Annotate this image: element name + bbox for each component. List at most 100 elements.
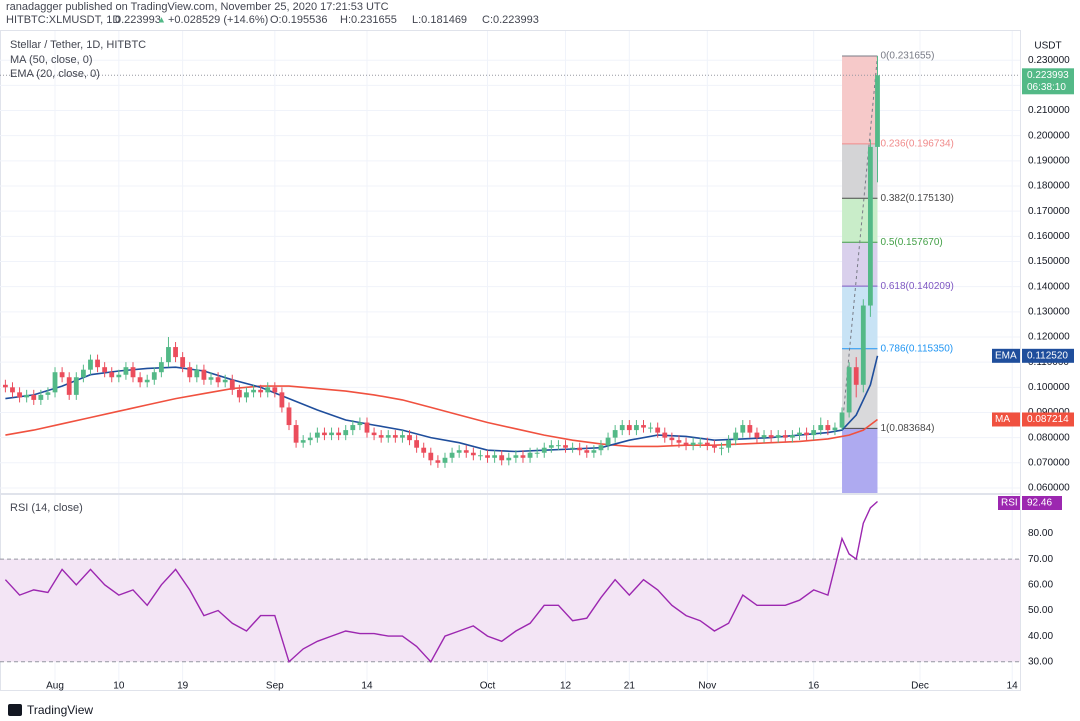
candle-body: [38, 394, 44, 400]
series-value: 0.087214: [1027, 414, 1069, 425]
candle-body: [385, 435, 391, 438]
candle-body: [364, 422, 370, 433]
candle-body: [860, 305, 866, 385]
candle-body: [151, 372, 157, 380]
candle-body: [726, 440, 731, 448]
candle-body: [24, 394, 30, 398]
candle-body: [577, 447, 583, 451]
rsi-tick-label: 80.00: [1028, 528, 1053, 539]
candle-body: [52, 372, 58, 393]
y-tick-label: 0.180000: [1028, 181, 1070, 192]
candle-body: [704, 442, 710, 446]
x-tick-label: Aug: [46, 681, 64, 692]
candle-body: [676, 440, 682, 443]
candle-body: [669, 437, 675, 441]
candle-body: [59, 372, 65, 378]
candle-body: [66, 377, 72, 395]
candle-body: [470, 452, 476, 456]
candle-body: [690, 442, 696, 446]
candle-body: [392, 435, 398, 438]
candle-body: [790, 435, 795, 438]
candle-body: [300, 440, 306, 443]
rsi-tick-label: 50.00: [1028, 605, 1053, 616]
candle-body: [187, 367, 193, 378]
series-value: 0.112520: [1027, 350, 1068, 361]
y-tick-label: 0.070000: [1028, 457, 1070, 468]
legend-entry: MA (50, close, 0): [10, 54, 93, 66]
rsi-tick-label: 30.00: [1028, 656, 1053, 667]
candle-body: [421, 447, 427, 453]
candle-body: [251, 389, 256, 393]
candle-body: [548, 445, 554, 448]
candle-body: [350, 425, 356, 431]
candle-body: [336, 432, 342, 436]
y-tick-label: 0.150000: [1028, 256, 1070, 267]
fib-label: 0.786(0.115350): [880, 343, 953, 354]
rsi-value: 92.46: [1027, 498, 1052, 509]
candle-body: [485, 455, 490, 458]
candle-body: [130, 367, 136, 378]
low: L:0.181469: [412, 14, 467, 26]
candle-body: [492, 455, 498, 458]
candle-body: [634, 425, 639, 431]
candle-body: [80, 369, 86, 378]
x-tick-label: Sep: [266, 681, 284, 692]
candle-body: [272, 387, 278, 393]
candle-body: [655, 427, 661, 433]
candle-body: [102, 367, 108, 373]
x-tick-label: 12: [560, 681, 572, 692]
candle-body: [534, 452, 540, 454]
candle-body: [719, 447, 724, 449]
axes: Aug 10 19 Sep 14 Oct 12 21 Nov 16 Dec 14 0.060000 0.0…: [46, 55, 1074, 692]
y-tick-label: 0.160000: [1028, 231, 1070, 242]
x-tick-label: 19: [177, 681, 189, 692]
candle-body: [478, 455, 483, 457]
candle-body: [825, 425, 831, 431]
currency: USDT: [1034, 41, 1061, 52]
candle-body: [343, 430, 349, 436]
candle-body: [428, 452, 434, 461]
candle-body: [407, 435, 412, 441]
candle-body: [208, 377, 214, 380]
candle-body: [513, 455, 519, 458]
footer-brand: TradingView: [27, 703, 93, 717]
candle-body: [463, 450, 469, 453]
candle-body: [853, 367, 859, 385]
y-tick-label: 0.120000: [1028, 332, 1070, 343]
candle-body: [612, 430, 618, 438]
publisher-line: ranadagger published on TradingView.com,…: [6, 1, 389, 13]
y-tick-label: 0.140000: [1028, 281, 1070, 292]
candle-body: [400, 435, 405, 438]
y-tick-label: 0.170000: [1028, 206, 1070, 217]
candle-body: [378, 435, 384, 438]
candle-body: [527, 452, 533, 458]
rsi-tick-label: 60.00: [1028, 579, 1053, 590]
candle-body: [31, 394, 37, 400]
up-arrow: ▲: [157, 14, 166, 24]
candle-body: [598, 445, 604, 451]
fib-zone: [842, 56, 878, 144]
rsi-tick-label: 70.00: [1028, 554, 1053, 565]
candle-body: [244, 392, 249, 398]
candle-body: [556, 445, 561, 447]
rsi-value-box: [1022, 496, 1062, 510]
x-tick-label: 14: [1007, 681, 1019, 692]
candle-body: [811, 430, 817, 436]
candle-body: [541, 447, 547, 453]
fib-label: 0(0.231655): [880, 51, 934, 62]
candle-body: [236, 389, 242, 398]
candle-body: [95, 359, 100, 368]
y-tick-label: 0.100000: [1028, 382, 1070, 393]
legend-entry: EMA (20, close, 0): [10, 68, 100, 80]
candle-body: [123, 367, 129, 375]
x-tick-label: 14: [361, 681, 373, 692]
change: +0.028529 (+14.6%): [168, 14, 268, 26]
x-tick-label: 16: [808, 681, 820, 692]
candle-body: [158, 362, 164, 373]
candle-body: [265, 387, 271, 393]
x-tick-label: 21: [624, 681, 636, 692]
candle-body: [293, 425, 299, 443]
candle-body: [222, 379, 228, 383]
high: H:0.231655: [340, 14, 397, 26]
